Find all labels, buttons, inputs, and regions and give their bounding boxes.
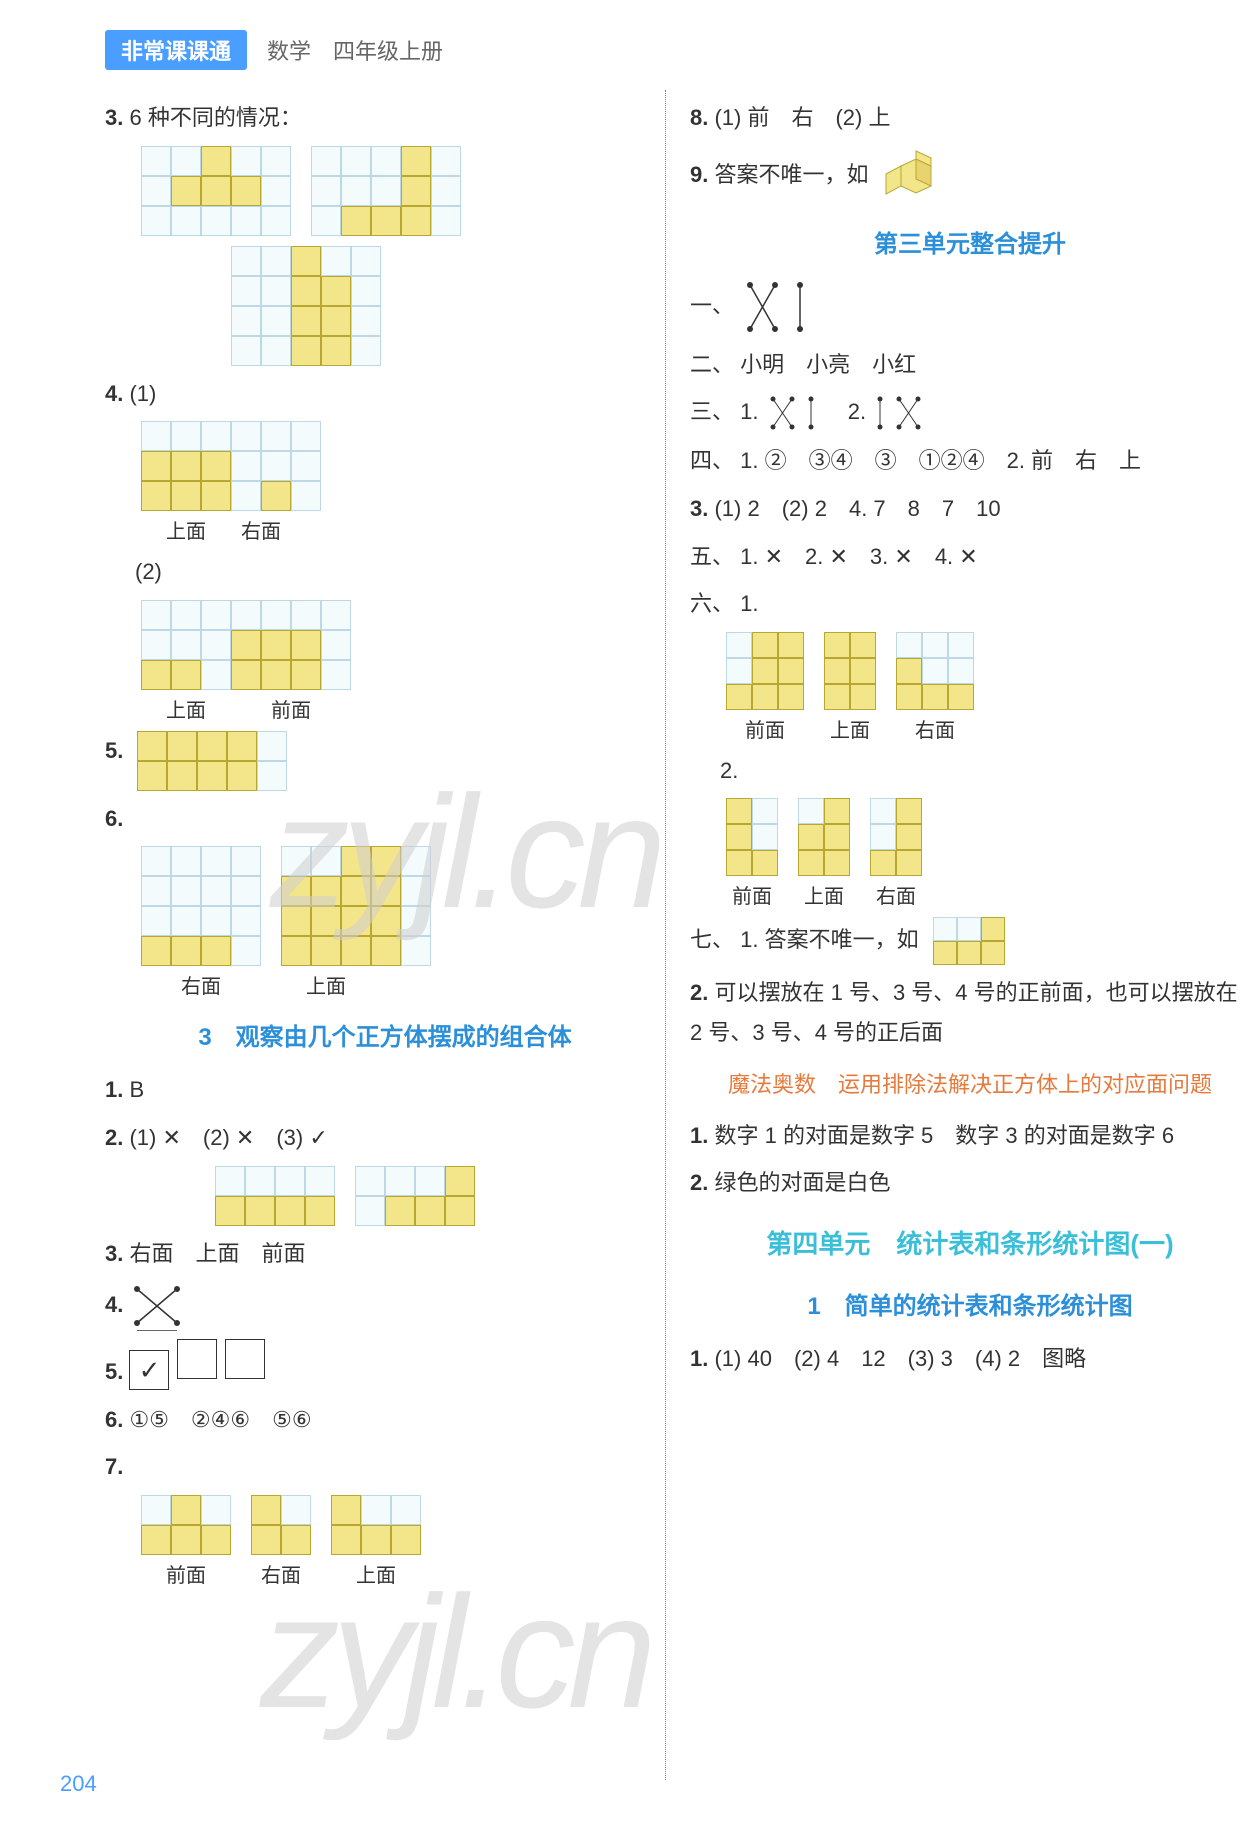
- u3-6-grids2: 前面上面右面: [726, 798, 1250, 909]
- s3q1-text: B: [129, 1077, 144, 1102]
- q4-p2-row: (2): [105, 552, 665, 592]
- q4-p1: (1): [129, 381, 156, 406]
- q3: 3. 6 种不同的情况：: [105, 98, 665, 138]
- unit3-title: 第三单元整合提升: [690, 224, 1250, 259]
- s3q6-text: ①⑤ ②④⑥ ⑤⑥: [129, 1407, 311, 1432]
- u3-6-text: 1.: [740, 591, 758, 616]
- page-number: 204: [60, 1771, 97, 1797]
- q9: 9. 答案不唯一，如: [690, 146, 1250, 206]
- u3-4b-label: 3.: [690, 496, 708, 521]
- s3q5-num: 5.: [105, 1359, 123, 1384]
- mq1-num: 1.: [690, 1123, 708, 1148]
- s3q1: 1. B: [105, 1070, 665, 1110]
- mq2-num: 2.: [690, 1170, 708, 1195]
- magic-title: 魔法奥数 运用排除法解决正方体上的对应面问题: [690, 1067, 1250, 1102]
- q9-text: 答案不唯一，如: [714, 161, 868, 186]
- u3-7b-label: 2.: [690, 980, 708, 1005]
- s4q1-num: 1.: [690, 1346, 708, 1371]
- s3q6: 6. ①⑤ ②④⑥ ⑤⑥: [105, 1400, 665, 1440]
- left-column: 3. 6 种不同的情况： 4. (1) 上面右面 (2) 上面前面 5. 6. …: [105, 90, 665, 1596]
- u3-3-text2: 2.: [826, 399, 872, 424]
- s3q3-text: 右面 上面 前面: [129, 1241, 305, 1266]
- cube-icon: [881, 146, 951, 206]
- column-divider: [665, 90, 666, 1780]
- u3-1-label: 一、: [690, 292, 734, 317]
- u3-4: 四、 1. ② ③④ ③ ①②④ 2. 前 右 上: [690, 441, 1250, 481]
- s3q3-num: 3.: [105, 1241, 123, 1266]
- q4-num: 4.: [105, 381, 123, 406]
- q8-num: 8.: [690, 105, 708, 130]
- u3-7-text: 1. 答案不唯一，如: [740, 927, 918, 952]
- u3-3: 三、 1. 2.: [690, 392, 1250, 433]
- u3-2-label: 二、: [690, 352, 734, 377]
- mq1: 1. 数字 1 的对面是数字 5 数字 3 的对面是数字 6: [690, 1116, 1250, 1156]
- series-badge: 非常课课通: [105, 30, 247, 70]
- match-icon: [765, 393, 820, 433]
- q9-num: 9.: [690, 161, 708, 186]
- q4: 4. (1): [105, 374, 665, 414]
- book-subtitle: 数学 四年级上册: [267, 34, 443, 66]
- s4q1: 1. (1) 40 (2) 4 12 (3) 3 (4) 2 图略: [690, 1339, 1250, 1379]
- match-icon: [872, 393, 927, 433]
- q8: 8. (1) 前 右 (2) 上: [690, 98, 1250, 138]
- u3-3-label: 三、: [690, 399, 734, 424]
- u3-7-label: 七、: [690, 927, 734, 952]
- s3q3: 3. 右面 上面 前面: [105, 1234, 665, 1274]
- section41-title: 1 简单的统计表和条形统计图: [690, 1286, 1250, 1321]
- q4-grid2: 上面前面: [141, 600, 665, 723]
- q5: 5.: [105, 731, 665, 791]
- s3q2-grids: [215, 1166, 665, 1226]
- u3-6-grids: 前面上面右面: [726, 632, 1250, 743]
- match-icon: [740, 277, 810, 337]
- s3q4: 4.: [105, 1281, 665, 1331]
- u3-2: 二、 小明 小亮 小红: [690, 345, 1250, 385]
- u3-4-text: 1. ② ③④ ③ ①②④ 2. 前 右 上: [740, 448, 1141, 473]
- q6-num: 6.: [105, 806, 123, 831]
- u3-6-label: 六、: [690, 591, 734, 616]
- s3q2: 2. (1) ✕ (2) ✕ (3) ✓: [105, 1118, 665, 1158]
- s3q1-num: 1.: [105, 1077, 123, 1102]
- u3-1: 一、: [690, 277, 1250, 337]
- u3-4b: 3. (1) 2 (2) 2 4. 7 8 7 10: [690, 489, 1250, 529]
- s3q7-num: 7.: [105, 1454, 123, 1479]
- mq2: 2. 绿色的对面是白色: [690, 1163, 1250, 1203]
- q4-grid1: 上面右面: [141, 421, 665, 544]
- right-column: 8. (1) 前 右 (2) 上 9. 答案不唯一，如 第三单元整合提升 一、 …: [690, 90, 1250, 1386]
- u3-2-text: 小明 小亮 小红: [740, 352, 916, 377]
- s3q7: 7.: [105, 1447, 665, 1487]
- q4-p2: (2): [135, 559, 162, 584]
- section-3-title: 3 观察由几个正方体摆成的组合体: [105, 1017, 665, 1052]
- u3-4-label: 四、: [690, 448, 734, 473]
- s4q1-text: (1) 40 (2) 4 12 (3) 3 (4) 2 图略: [714, 1346, 1086, 1371]
- u3-7: 七、 1. 答案不唯一，如: [690, 917, 1250, 965]
- s3q4-num: 4.: [105, 1292, 123, 1317]
- s3q2-text: (1) ✕ (2) ✕ (3) ✓: [129, 1125, 327, 1150]
- u3-3-text: 1.: [740, 399, 764, 424]
- q6-grids: 右面上面: [141, 846, 665, 999]
- q3-grids: [141, 146, 665, 366]
- u3-6-q2: 2.: [690, 751, 1250, 791]
- s3q2-num: 2.: [105, 1125, 123, 1150]
- mq1-text: 数字 1 的对面是数字 5 数字 3 的对面是数字 6: [714, 1123, 1174, 1148]
- u3-7b-text: 可以摆放在 1 号、3 号、4 号的正前面，也可以摆放在 2 号、3 号、4 号…: [690, 980, 1238, 1045]
- u3-6: 六、 1.: [690, 584, 1250, 624]
- s3q6-num: 6.: [105, 1407, 123, 1432]
- mq2-text: 绿色的对面是白色: [714, 1170, 890, 1195]
- match-icon: [129, 1281, 189, 1331]
- q8-text: (1) 前 右 (2) 上: [714, 105, 890, 130]
- s3q7-grids: 前面右面上面: [141, 1495, 665, 1588]
- q3-num: 3.: [105, 105, 123, 130]
- page-header: 非常课课通 数学 四年级上册: [105, 30, 443, 70]
- q3-text: 6 种不同的情况：: [129, 105, 301, 130]
- q5-num: 5.: [105, 738, 123, 763]
- u3-7b: 2. 可以摆放在 1 号、3 号、4 号的正前面，也可以摆放在 2 号、3 号、…: [690, 973, 1250, 1052]
- u3-5: 五、 1. ✕ 2. ✕ 3. ✕ 4. ✕: [690, 537, 1250, 577]
- q6: 6.: [105, 799, 665, 839]
- u3-5-label: 五、: [690, 544, 734, 569]
- u3-6-q2-label: 2.: [720, 758, 738, 783]
- s3q5: 5. ✓: [105, 1339, 665, 1392]
- unit4-title: 第四单元 统计表和条形统计图(一): [690, 1221, 1250, 1268]
- u3-5-text: 1. ✕ 2. ✕ 3. ✕ 4. ✕: [740, 544, 978, 569]
- u3-4b-text: (1) 2 (2) 2 4. 7 8 7 10: [714, 496, 1000, 521]
